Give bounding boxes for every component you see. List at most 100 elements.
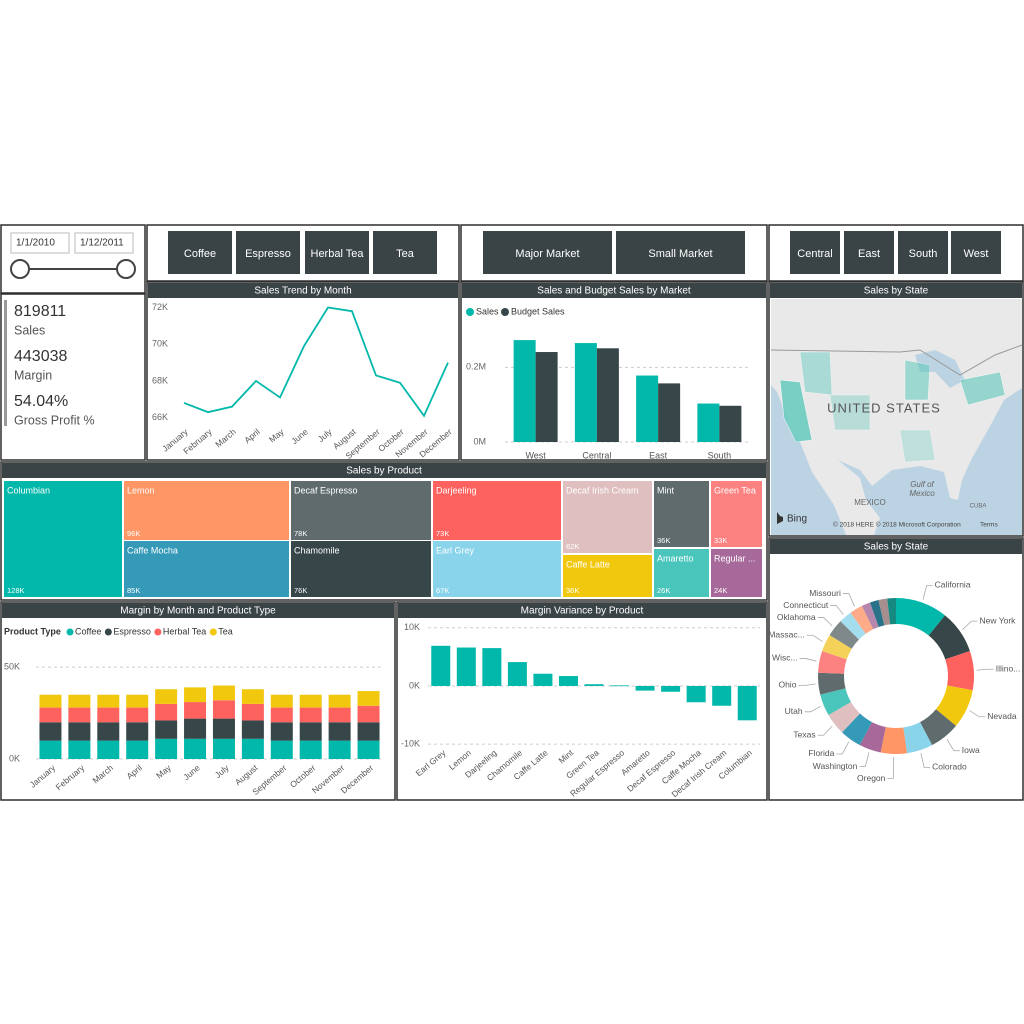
bar-segment: [270, 740, 293, 759]
filter-button[interactable]: [951, 231, 1001, 274]
donut-label: Texas: [793, 729, 815, 739]
filter-button[interactable]: [373, 231, 437, 274]
bar-segment: [184, 702, 207, 719]
legend-title: Product Type: [4, 626, 61, 636]
bar: [482, 648, 502, 686]
bar: [456, 647, 476, 686]
bar-segment: [241, 738, 264, 759]
bar-segment: [126, 722, 149, 741]
treemap-tile: [563, 481, 652, 553]
bar: [661, 685, 681, 692]
donut-leader: [962, 620, 978, 630]
line-series: [183, 306, 449, 418]
legend-label: Budget Sales: [511, 306, 565, 316]
bar: [533, 673, 553, 686]
treemap-value-label: 62K: [566, 542, 579, 551]
treemap-value-label: 33K: [714, 536, 727, 545]
donut-slice: [935, 685, 973, 726]
bar-segment: [68, 740, 91, 759]
bar-segment: [357, 722, 380, 741]
treemap-tile: [654, 481, 709, 547]
bar-segment: [126, 694, 149, 708]
filter-button[interactable]: [483, 231, 612, 274]
map-land-mexico: [800, 442, 880, 535]
legend-marker: [66, 628, 74, 636]
bar-segment: [328, 740, 351, 759]
donut-leader: [830, 605, 844, 615]
panel-title: Sales by Product: [346, 466, 422, 477]
treemap-value-label: 78K: [294, 529, 307, 538]
bar: [558, 676, 578, 686]
donut-leader: [806, 634, 823, 642]
map-state: [799, 351, 833, 396]
filter-button-label: West: [964, 248, 989, 260]
treemap-value-label: 76K: [294, 586, 307, 595]
bar-segment: [39, 707, 62, 723]
donut-slice: [842, 713, 872, 746]
panel: [768, 537, 1024, 801]
treemap-tile: [4, 481, 122, 597]
bar-segment: [270, 722, 293, 741]
donut-slice: [818, 651, 847, 674]
donut-label: Washington: [813, 761, 858, 771]
date-box[interactable]: [10, 232, 70, 254]
treemap-label: Caffe Mocha: [127, 545, 178, 555]
y-tick-label: 66K: [152, 412, 168, 422]
donut-label: Utah: [785, 706, 803, 716]
treemap-label: Regular ...: [714, 553, 756, 563]
donut-slice: [828, 702, 861, 733]
panel-title-bar: [770, 283, 1022, 298]
filter-button[interactable]: [844, 231, 894, 274]
bar-segment: [299, 694, 322, 708]
panel-title-bar: [2, 463, 766, 478]
map-country-label: UNITED STATES: [827, 400, 941, 415]
treemap-label: Green Tea: [714, 485, 756, 495]
map-water-lakes: [915, 350, 965, 388]
donut-label: Illino...: [996, 663, 1021, 673]
slider-handle[interactable]: [116, 259, 136, 279]
panel-title: Sales Trend by Month: [254, 286, 351, 297]
slider-handle[interactable]: [10, 259, 30, 279]
filter-button[interactable]: [790, 231, 840, 274]
filter-button-label: Central: [797, 248, 832, 260]
legend-marker: [154, 628, 162, 636]
donut-leader: [887, 756, 895, 779]
y-tick-label: 68K: [152, 375, 168, 385]
y-tick-label: 0M: [473, 436, 486, 446]
y-tick-label: 72K: [152, 302, 168, 312]
kpi-label: Sales: [14, 323, 45, 337]
legend-label: Tea: [218, 626, 233, 636]
bar-segment: [299, 722, 322, 741]
bar: [697, 403, 720, 442]
bar: [686, 685, 706, 703]
donut-slice: [878, 598, 891, 626]
filter-button[interactable]: [168, 231, 232, 274]
legend-label: Sales: [476, 306, 499, 316]
filter-button-label: Espresso: [245, 248, 291, 260]
bar-segment: [270, 707, 293, 723]
bar-segment: [39, 694, 62, 708]
donut-slice: [880, 726, 908, 754]
map-terms[interactable]: Terms: [980, 522, 998, 529]
treemap-value-label: 24K: [714, 586, 727, 595]
map-state: [959, 371, 1006, 406]
filter-button[interactable]: [305, 231, 369, 274]
filter-button[interactable]: [236, 231, 300, 274]
filter-button[interactable]: [616, 231, 745, 274]
donut-leader: [859, 752, 870, 767]
bar-segment: [184, 738, 207, 759]
bar: [610, 685, 630, 687]
donut-slice: [859, 722, 886, 753]
y-tick-label: 0.2M: [466, 362, 486, 372]
panel: [146, 281, 460, 461]
legend-marker: [466, 308, 474, 316]
map-state: [899, 429, 936, 463]
filter-button[interactable]: [898, 231, 948, 274]
treemap-label: Darjeeling: [436, 485, 477, 495]
date-box[interactable]: [74, 232, 134, 254]
map-copyright: © 2018 HERE © 2018 Microsoft Corporation: [833, 521, 961, 529]
donut-label: Connecticut: [783, 600, 829, 610]
kpi-value: 819811: [14, 303, 66, 320]
panel-title: Margin by Month and Product Type: [120, 606, 276, 617]
treemap-label: Amaretto: [657, 553, 694, 563]
